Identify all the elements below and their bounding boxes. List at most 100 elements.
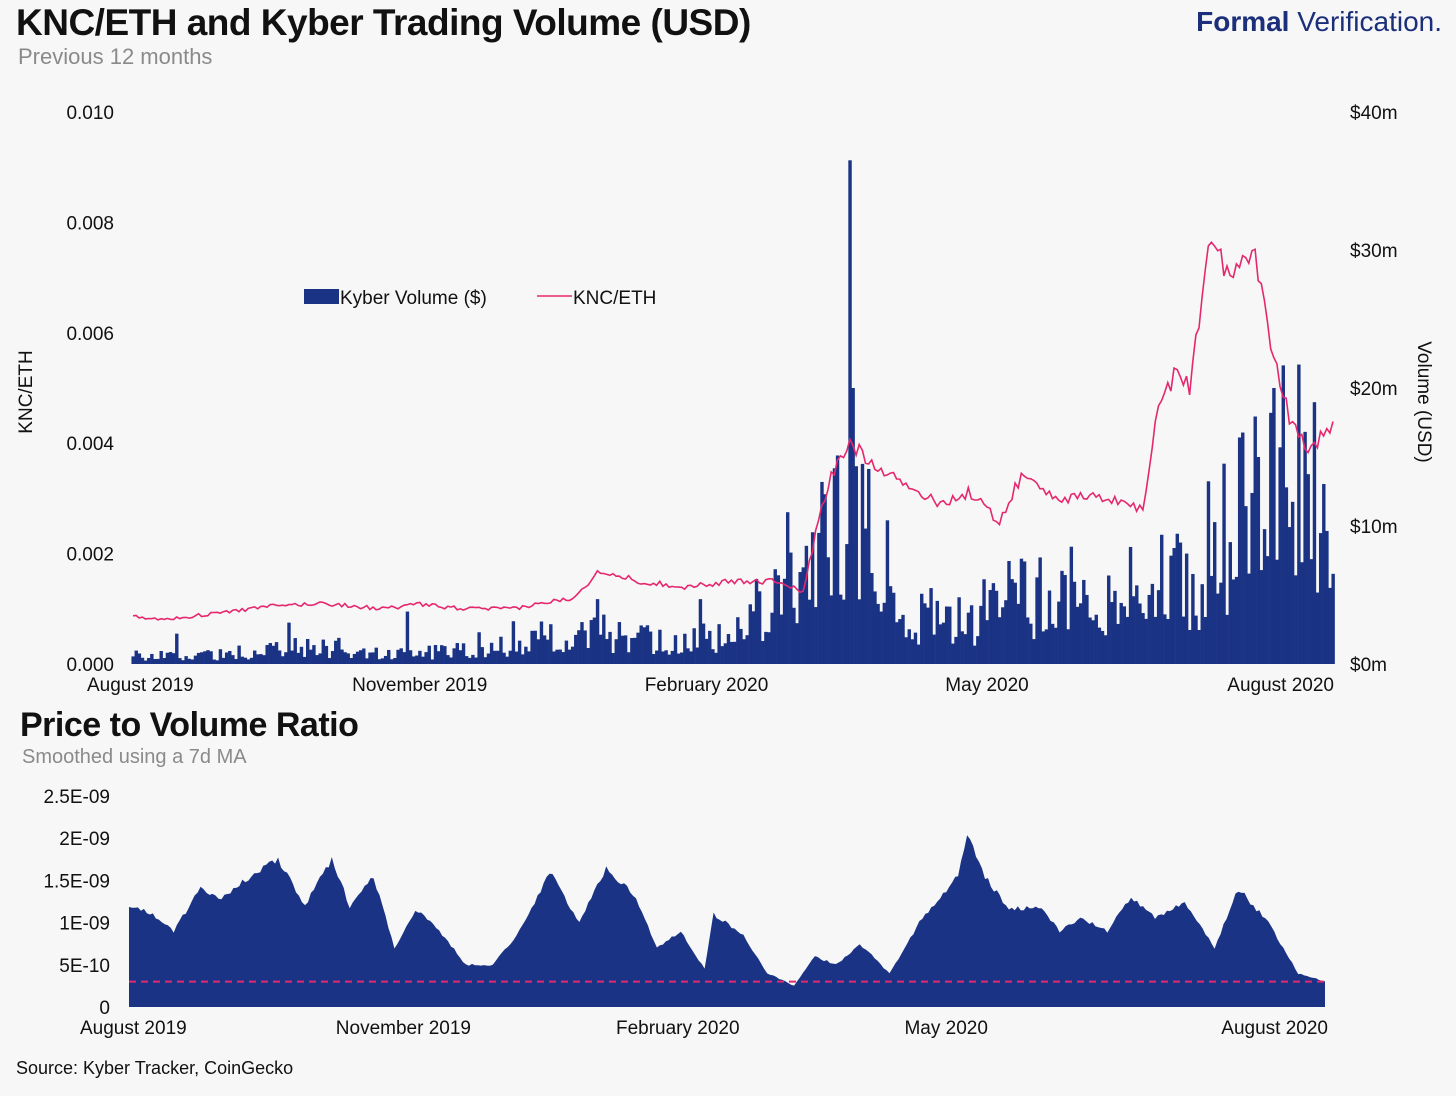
volume-bar — [1269, 412, 1273, 664]
ratio-y-tick: 0 — [99, 998, 110, 1019]
volume-bar — [337, 637, 341, 664]
volume-bar — [237, 645, 241, 664]
volume-bar — [997, 617, 1002, 664]
volume-bar — [745, 635, 749, 664]
volume-bar — [486, 653, 491, 664]
volume-bar — [1275, 559, 1279, 664]
volume-bar — [739, 628, 743, 664]
volume-bar — [514, 651, 519, 664]
y-tick-left: 0.000 — [66, 655, 114, 676]
volume-bar — [944, 606, 949, 664]
volume-bar — [729, 641, 734, 664]
volume-bar — [1278, 447, 1282, 664]
volume-bar — [1188, 630, 1192, 664]
volume-bar — [885, 520, 890, 664]
volume-bar — [1041, 631, 1045, 664]
ratio-x-tick: February 2020 — [616, 1018, 740, 1039]
volume-bar — [882, 602, 887, 664]
volume-bar — [969, 605, 974, 664]
ratio-y-tick: 2.5E-09 — [43, 787, 110, 808]
volume-bar — [717, 624, 721, 664]
volume-bar — [776, 575, 781, 664]
volume-bar — [405, 611, 410, 664]
volume-bar — [577, 630, 581, 664]
volume-bar — [411, 656, 416, 664]
volume-bar — [383, 655, 388, 664]
volume-bar — [926, 607, 930, 664]
volume-bar — [536, 639, 541, 664]
ratio-x-tick: August 2020 — [1221, 1018, 1328, 1039]
volume-bar — [935, 600, 940, 664]
volume-bar — [181, 660, 185, 664]
volume-bar — [424, 652, 428, 664]
volume-bar — [570, 646, 575, 664]
volume-bar — [452, 648, 456, 664]
volume-bar — [399, 648, 403, 664]
volume-bar — [614, 639, 618, 664]
volume-bar — [396, 649, 400, 664]
volume-bar — [215, 660, 220, 664]
volume-bar — [365, 658, 369, 664]
volume-bar — [355, 651, 360, 664]
volume-bar — [757, 591, 762, 664]
volume-bar — [574, 634, 578, 664]
volume-bar — [639, 625, 643, 664]
x-tick: November 2019 — [352, 675, 487, 696]
volume-bar — [1228, 542, 1232, 664]
volume-bar — [430, 659, 435, 664]
volume-bar — [676, 653, 681, 664]
volume-bar — [471, 654, 475, 664]
volume-bar — [1094, 614, 1098, 664]
ratio-x-tick: November 2019 — [336, 1018, 471, 1039]
volume-bar — [521, 654, 525, 664]
volume-bar — [455, 643, 460, 664]
y-tick-left: 0.010 — [66, 103, 114, 124]
volume-bar — [789, 552, 793, 664]
volume-bar — [673, 635, 678, 664]
volume-bar — [804, 545, 809, 664]
volume-bar — [493, 650, 497, 664]
volume-bar — [826, 557, 830, 664]
volume-bar — [209, 651, 213, 664]
volume-bar — [508, 650, 512, 664]
volume-bar — [1284, 487, 1289, 664]
volume-bar — [162, 658, 167, 664]
volume-bar — [642, 627, 647, 664]
legend-swatch-volume — [304, 289, 339, 304]
volume-bar — [1072, 581, 1077, 664]
volume-bar — [393, 658, 397, 664]
volume-bar — [1147, 594, 1151, 664]
volume-bar — [511, 621, 516, 664]
volume-bar — [212, 659, 216, 664]
volume-bar — [1078, 603, 1083, 664]
legend-label-price: KNC/ETH — [573, 288, 656, 309]
volume-bar — [449, 657, 453, 664]
volume-bar — [895, 622, 899, 664]
volume-bar — [165, 652, 170, 664]
volume-bar — [1331, 573, 1335, 664]
volume-bar — [1097, 627, 1102, 664]
volume-bar — [533, 630, 537, 664]
volume-bar — [224, 652, 229, 664]
volume-bar — [1125, 616, 1130, 664]
volume-bar — [327, 658, 332, 664]
x-tick: August 2020 — [1227, 675, 1334, 696]
volume-bar — [293, 638, 297, 664]
volume-bar — [1272, 388, 1276, 664]
volume-bar — [863, 528, 868, 664]
volume-bar — [1265, 556, 1270, 664]
volume-bar — [1250, 492, 1254, 664]
volume-bar — [1032, 639, 1036, 664]
volume-bar — [820, 481, 824, 664]
volume-bar — [387, 649, 391, 664]
volume-bar — [1047, 590, 1052, 664]
volume-bar — [801, 567, 805, 664]
volume-bar — [655, 650, 659, 664]
volume-bar — [767, 632, 771, 664]
volume-bar — [592, 617, 597, 664]
volume-bar — [785, 512, 790, 664]
volume-bar — [206, 650, 210, 664]
volume-bar — [380, 658, 385, 664]
volume-bar — [549, 624, 553, 664]
ratio-y-tick: 5E-10 — [59, 956, 110, 977]
